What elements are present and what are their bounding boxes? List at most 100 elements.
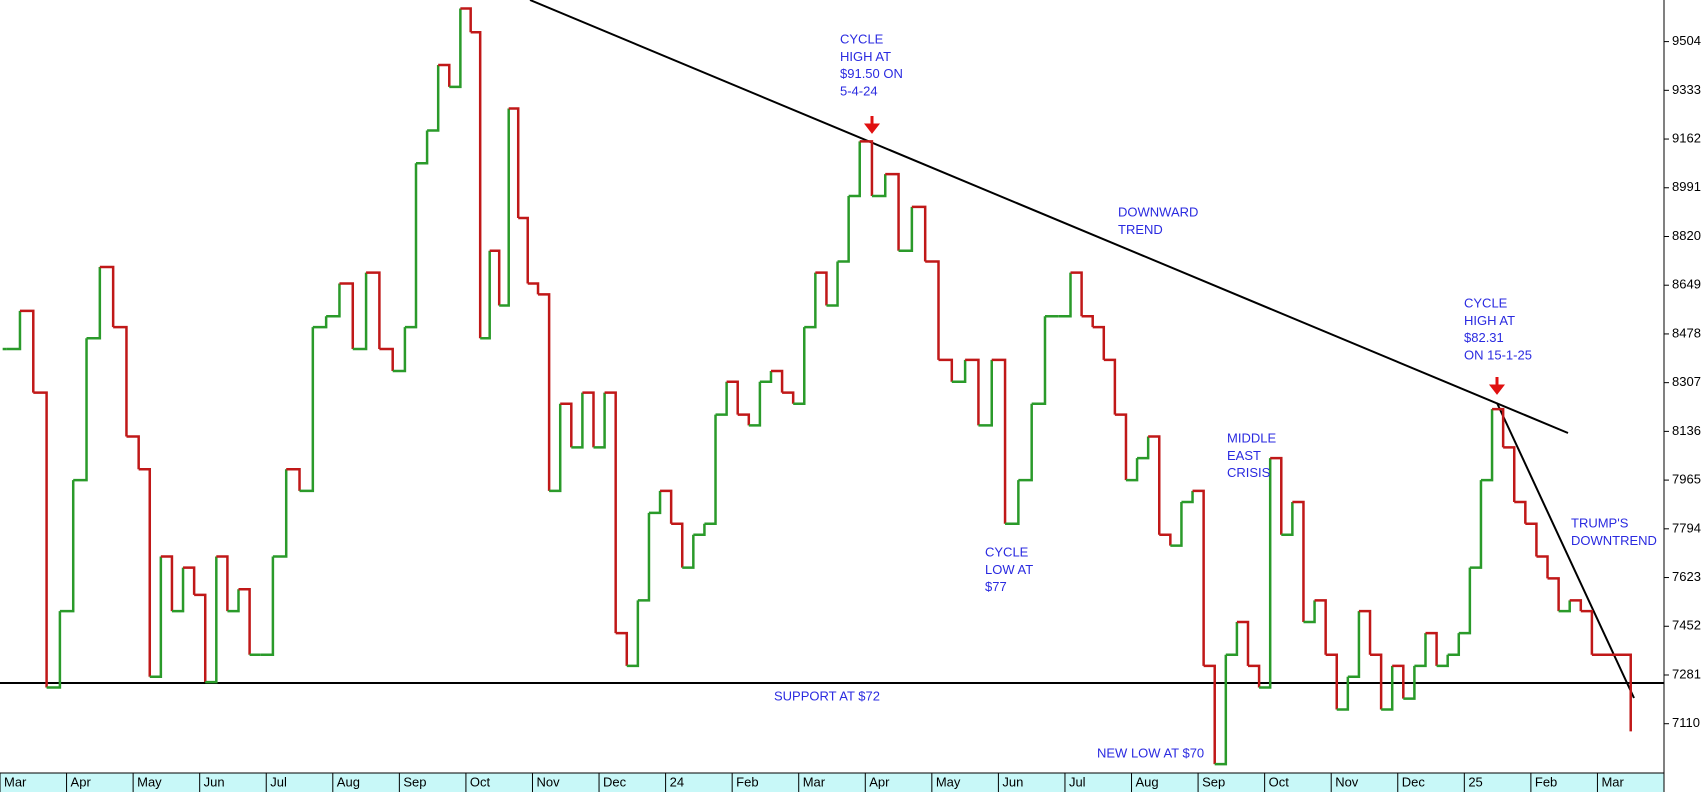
price-step xyxy=(560,402,573,448)
y-tick-label: 9162 xyxy=(1672,130,1701,145)
price-step xyxy=(438,63,451,87)
price-step xyxy=(671,522,684,568)
price-step xyxy=(815,271,828,306)
price-step xyxy=(704,414,717,525)
price-step xyxy=(1303,600,1316,624)
price-step xyxy=(782,391,795,404)
x-tick-label: Apr xyxy=(71,774,92,789)
price-step xyxy=(33,391,48,688)
price-step xyxy=(518,216,529,284)
annotation: TREND xyxy=(1118,222,1163,237)
price-step xyxy=(480,250,491,340)
annotation: NEW LOW AT $70 xyxy=(1097,745,1204,760)
price-step xyxy=(648,490,662,515)
y-tick-label: 9333 xyxy=(1672,82,1701,97)
price-step xyxy=(1403,665,1416,700)
annotation: $77 xyxy=(985,579,1007,594)
x-tick-label: Nov xyxy=(536,774,560,789)
price-step xyxy=(379,347,394,371)
x-tick-label: May xyxy=(936,774,961,789)
downtrend-line xyxy=(529,0,1569,434)
y-tick-label: 8649 xyxy=(1672,277,1701,292)
price-step xyxy=(6,310,22,351)
price-step xyxy=(238,587,251,655)
price-step xyxy=(1259,458,1272,689)
price-step xyxy=(352,272,368,351)
price-step xyxy=(19,309,35,393)
annotation: CYCLE xyxy=(985,544,1029,559)
price-step xyxy=(911,205,927,262)
price-step xyxy=(1248,664,1261,688)
y-tick-label: 8478 xyxy=(1672,325,1701,340)
price-step xyxy=(1148,435,1161,535)
price-step xyxy=(1192,489,1205,666)
price-step xyxy=(1569,599,1583,612)
price-step xyxy=(1392,664,1405,699)
price-step xyxy=(1436,654,1449,668)
price-step xyxy=(1125,458,1139,482)
price-step xyxy=(183,566,196,595)
price-step xyxy=(1414,633,1427,668)
y-tick-label: 7794 xyxy=(1672,520,1701,535)
price-step xyxy=(86,266,102,340)
price-step xyxy=(392,327,407,373)
price-step xyxy=(1347,611,1361,678)
price-step xyxy=(770,369,784,393)
price-step xyxy=(1425,631,1438,666)
price-step xyxy=(1370,653,1383,710)
x-tick-label: Oct xyxy=(470,774,491,789)
price-step xyxy=(286,468,301,491)
price-step xyxy=(660,489,673,524)
arrows xyxy=(863,116,1506,395)
price-step xyxy=(1159,533,1172,546)
price-step xyxy=(1281,502,1294,537)
price-step xyxy=(1031,316,1047,405)
x-tick-label: Jun xyxy=(1002,774,1023,789)
price-step xyxy=(272,469,288,558)
price-step xyxy=(205,556,218,684)
annotation: 5-4-24 xyxy=(840,84,878,99)
annotation: MIDDLE xyxy=(1227,430,1276,445)
price-step xyxy=(871,174,887,198)
annotation: HIGH AT xyxy=(1464,313,1515,328)
price-step xyxy=(404,163,418,329)
price-step xyxy=(826,261,839,307)
price-step xyxy=(99,265,115,328)
x-tick-label: 24 xyxy=(670,774,684,789)
price-step xyxy=(326,283,341,318)
annotation: CYCLE xyxy=(840,31,884,46)
y-tick-label: 7281 xyxy=(1672,666,1701,681)
x-tick-label: Dec xyxy=(1402,774,1426,789)
annotation: TRUMP'S xyxy=(1571,515,1629,530)
price-step xyxy=(1225,621,1239,657)
price-step xyxy=(885,172,900,251)
price-step xyxy=(46,611,62,689)
price-step xyxy=(470,30,482,339)
price-step xyxy=(171,567,185,613)
price-step xyxy=(366,271,381,350)
price-step xyxy=(1514,500,1527,524)
y-tick-label: 8136 xyxy=(1672,423,1701,438)
price-step xyxy=(1018,403,1033,482)
annotation: HIGH AT xyxy=(840,49,891,64)
price-step xyxy=(848,141,861,198)
price-step xyxy=(1503,446,1516,503)
trump-downtrend-line xyxy=(1496,402,1635,699)
price-step xyxy=(925,260,940,360)
price-step xyxy=(837,196,850,263)
y-tick-label: 7110 xyxy=(1672,715,1700,730)
price-step xyxy=(527,282,540,295)
price-step xyxy=(793,327,806,405)
x-tick-label: Feb xyxy=(736,774,758,789)
price-step xyxy=(898,206,914,252)
y-tick-label: 7452 xyxy=(1672,618,1701,633)
price-step xyxy=(1103,358,1117,415)
price-step xyxy=(126,435,140,470)
x-tick-label: 25 xyxy=(1468,774,1482,789)
annotation: $82.31 xyxy=(1464,330,1504,345)
price-step xyxy=(1170,502,1183,547)
price-step xyxy=(1525,522,1538,557)
price-step xyxy=(59,480,75,613)
price-step xyxy=(538,293,551,491)
